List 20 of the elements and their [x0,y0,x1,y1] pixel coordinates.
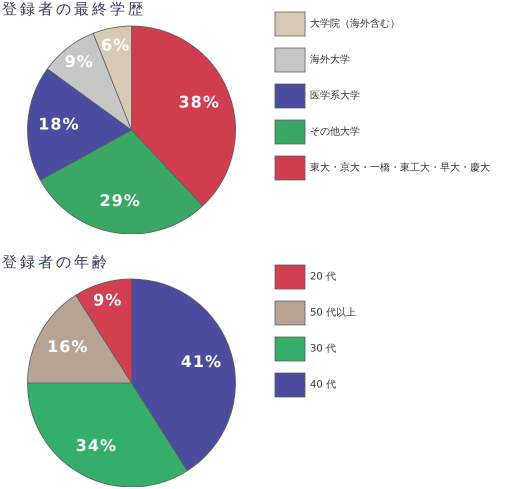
legend-label: 30 代 [310,344,336,355]
legend-label: 東大・京大・一橋・東工大・早大・慶大 [310,162,490,174]
legend-label: 50 代以上 [310,306,356,319]
data-label: 38% [178,92,220,112]
legend-label: 医学系大学 [310,90,360,102]
legend-label: 海外大学 [310,54,350,66]
legend-label: 大学院（海外含む） [310,18,400,30]
chart-title: 登録者の年齢 [2,254,110,272]
data-label: 18% [38,114,80,134]
legend-label: 40 代 [310,380,336,391]
legend-label: 20 代 [310,272,336,283]
data-label: 9% [93,290,122,310]
data-label: 41% [180,352,222,371]
chart-title: 登録者の最終学歴 [2,1,146,19]
data-label: 34% [76,436,118,455]
data-label: 16% [47,337,88,356]
data-label: 9% [64,52,94,71]
data-label: 6% [100,35,130,54]
legend-label: その他大学 [310,126,360,138]
data-label: 29% [99,191,141,210]
